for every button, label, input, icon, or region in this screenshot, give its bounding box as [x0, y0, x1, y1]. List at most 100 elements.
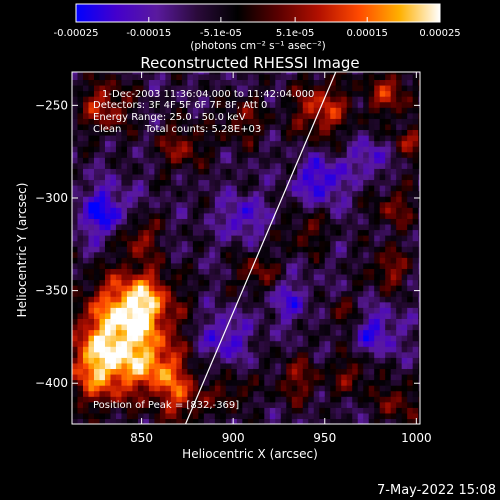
heatmap-cell [137, 368, 145, 375]
heatmap-cell [192, 146, 199, 153]
heatmap-cell [368, 190, 375, 197]
heatmap-cell [280, 379, 287, 386]
heatmap-cell [132, 179, 139, 186]
heatmap-cell [253, 118, 260, 125]
heatmap-cell [77, 385, 84, 392]
heatmap-cell [324, 96, 331, 103]
heatmap-cell [121, 235, 128, 242]
colorbar-tick-label: -0.00025 [54, 28, 99, 39]
heatmap-cell [82, 185, 90, 192]
heatmap-cell [148, 107, 156, 114]
heatmap-cell [341, 290, 348, 297]
heatmap-cell [247, 240, 254, 247]
heatmap-cell [247, 351, 254, 358]
heatmap-cell [77, 373, 84, 381]
heatmap-cell [379, 379, 386, 386]
heatmap-cell [220, 101, 227, 108]
heatmap-cell [302, 168, 309, 175]
heatmap-cell [253, 340, 260, 347]
heatmap-cell [236, 207, 243, 214]
heatmap-cell [242, 407, 249, 414]
heatmap-cell [104, 101, 112, 108]
heatmap-cell [297, 140, 304, 147]
heatmap-cell [170, 129, 177, 136]
heatmap-cell [286, 157, 293, 164]
heatmap-cell [104, 318, 112, 325]
heatmap-cell [368, 112, 375, 119]
heatmap-cell [247, 168, 254, 175]
heatmap-cell [264, 223, 271, 231]
heatmap-cell [236, 340, 243, 347]
heatmap-cell [220, 96, 227, 103]
heatmap-cell [346, 307, 353, 314]
heatmap-cell [357, 101, 364, 108]
heatmap-cell [93, 162, 101, 169]
heatmap-cell [115, 285, 123, 292]
heatmap-cell [99, 84, 106, 92]
heatmap-cell [99, 296, 106, 303]
heatmap-cell [357, 196, 364, 203]
heatmap-cell [242, 112, 249, 119]
heatmap-cell [242, 418, 249, 424]
heatmap-cell [143, 379, 150, 386]
heatmap-cell [214, 262, 221, 269]
heatmap-cell [88, 418, 95, 424]
heatmap-cell [126, 190, 134, 197]
heatmap-cell [132, 301, 139, 308]
heatmap-cell [379, 329, 386, 336]
heatmap-cell [401, 84, 408, 92]
heatmap-cell [170, 173, 177, 181]
heatmap-cell [313, 268, 320, 275]
heatmap-cell [132, 262, 139, 269]
heatmap-cell [379, 107, 386, 114]
heatmap-cell [115, 318, 123, 325]
heatmap-cell [291, 229, 298, 236]
heatmap-cell [148, 223, 156, 231]
heatmap-cell [418, 396, 420, 403]
heatmap-cell [203, 351, 210, 358]
heatmap-cell [286, 246, 293, 253]
heatmap-cell [104, 240, 112, 247]
heatmap-cell [258, 96, 265, 103]
heatmap-cell [352, 346, 359, 353]
heatmap-cell [418, 201, 420, 208]
heatmap-cell [412, 257, 419, 264]
heatmap-cell [148, 246, 156, 253]
heatmap-cell [396, 218, 403, 225]
heatmap-cell [385, 240, 392, 247]
heatmap-cell [231, 362, 238, 370]
heatmap-cell [291, 157, 298, 164]
heatmap-cell [357, 235, 364, 242]
heatmap-cell [385, 407, 392, 414]
heatmap-cell [159, 301, 167, 308]
heatmap-cell [209, 401, 216, 408]
heatmap-cell [275, 168, 282, 175]
heatmap-cell [247, 285, 254, 292]
heatmap-cell [363, 301, 370, 308]
heatmap-cell [132, 396, 139, 403]
heatmap-cell [143, 207, 150, 214]
heatmap-cell [396, 179, 403, 186]
heatmap-cell [176, 90, 183, 97]
heatmap-cell [236, 346, 243, 353]
heatmap-cell [313, 368, 320, 375]
heatmap-cell [170, 401, 177, 408]
heatmap-cell [225, 151, 232, 158]
heatmap-cell [396, 385, 403, 392]
heatmap-cell [319, 396, 326, 403]
heatmap-cell [302, 385, 309, 392]
heatmap-cell [236, 368, 243, 375]
heatmap-cell [82, 112, 90, 119]
heatmap-cell [192, 312, 199, 319]
heatmap-cell [231, 357, 238, 364]
heatmap-cell [390, 340, 397, 347]
heatmap-cell [313, 246, 320, 253]
heatmap-cell [352, 79, 359, 86]
heatmap-cell [319, 73, 326, 81]
heatmap-cell [418, 72, 420, 75]
heatmap-cell [148, 318, 156, 325]
heatmap-cell [324, 151, 331, 158]
heatmap-cell [99, 301, 106, 308]
heatmap-cell [308, 146, 315, 153]
heatmap-cell [72, 301, 79, 308]
